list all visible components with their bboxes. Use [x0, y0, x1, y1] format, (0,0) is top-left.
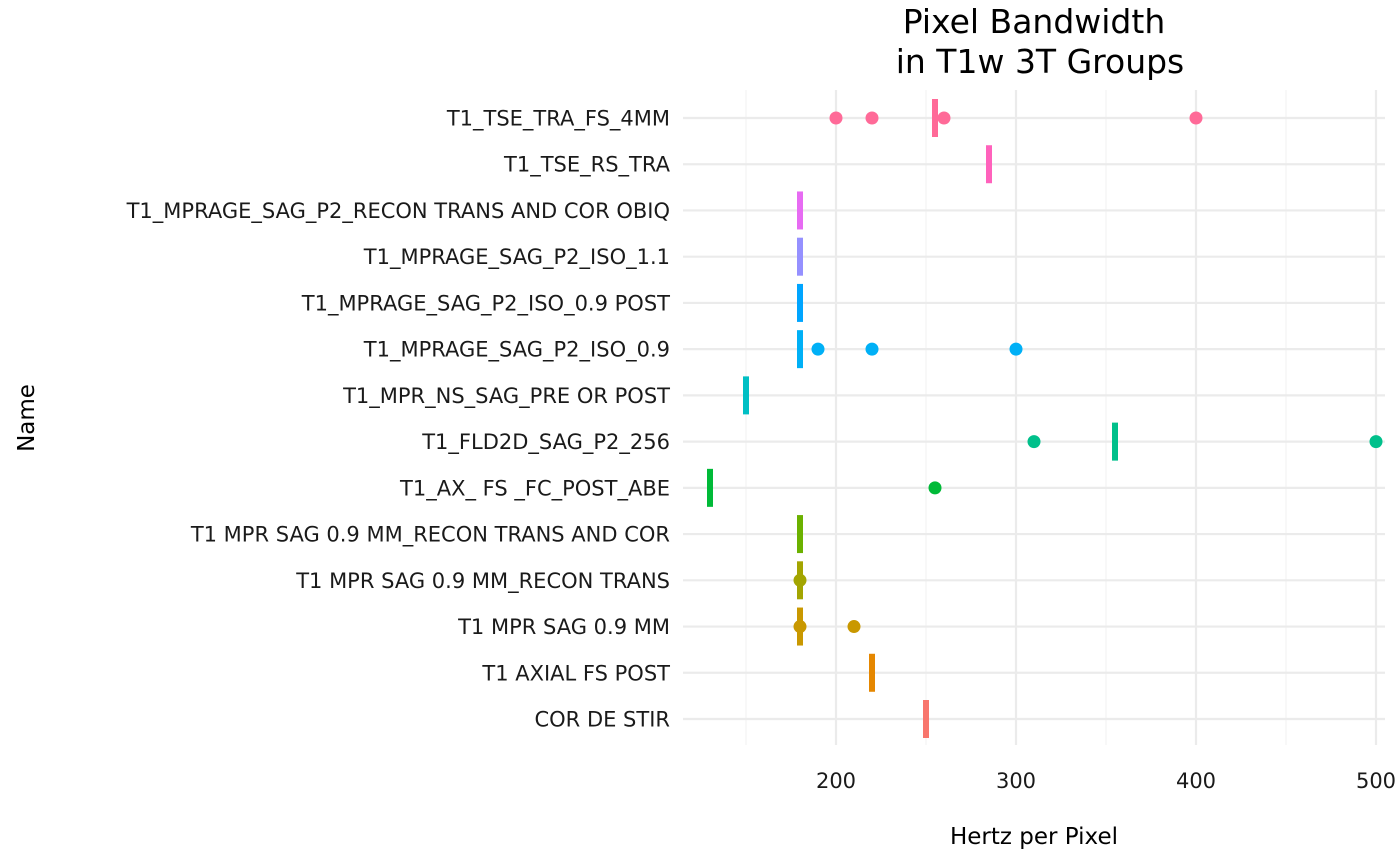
category-label: T1_MPRAGE_SAG_P2_ISO_0.9 POST [301, 291, 670, 316]
x-tick-label: 500 [1356, 769, 1396, 793]
median-tick [707, 468, 713, 507]
category-label: COR DE STIR [534, 708, 670, 732]
grid-lines [683, 90, 1385, 745]
median-tick [1112, 422, 1118, 461]
median-tick [797, 330, 803, 369]
data-point [1189, 111, 1203, 125]
x-axis-title: Hertz per Pixel [950, 824, 1118, 850]
category-label: T1_AX_ FS _FC_POST_ABE [399, 476, 670, 501]
category-label: T1_TSE_TRA_FS_4MM [446, 107, 670, 132]
x-tick-label: 300 [996, 769, 1036, 793]
median-tick [797, 283, 803, 322]
y-axis-title: Name [14, 384, 40, 452]
median-tick [932, 99, 938, 137]
x-tick-label: 200 [816, 769, 856, 793]
data-point [829, 111, 843, 125]
category-label: T1 MPR SAG 0.9 MM_RECON TRANS [295, 569, 670, 594]
data-point [865, 111, 879, 125]
median-tick [797, 191, 803, 230]
chart-title-line-1: Pixel Bandwidth [903, 2, 1166, 41]
category-label: T1_MPRAGE_SAG_P2_RECON TRANS AND COR OBI… [126, 199, 670, 224]
category-label: T1_MPRAGE_SAG_P2_ISO_0.9 [363, 338, 670, 363]
category-label: T1 MPR SAG 0.9 MM [457, 615, 670, 639]
data-point [1369, 435, 1383, 449]
data-marks [707, 99, 1383, 738]
median-tick [869, 653, 875, 692]
median-tick [986, 145, 992, 184]
median-tick [923, 700, 929, 738]
category-label: T1 MPR SAG 0.9 MM_RECON TRANS AND COR [190, 523, 670, 548]
x-tick-labels: 200 300 400 500 [816, 769, 1396, 793]
median-tick [743, 376, 749, 415]
category-label: T1_TSE_RS_TRA [503, 153, 671, 178]
data-point [793, 573, 807, 587]
category-label: T1_MPR_NS_SAG_PRE OR POST [342, 384, 670, 409]
median-tick [797, 237, 803, 276]
data-point [793, 620, 807, 634]
chart-title-line-2: in T1w 3T Groups [896, 42, 1185, 81]
category-label: T1_MPRAGE_SAG_P2_ISO_1.1 [363, 245, 670, 270]
data-point [847, 620, 861, 634]
median-tick [797, 515, 803, 554]
category-label: T1 AXIAL FS POST [481, 661, 670, 685]
data-point [1009, 342, 1023, 356]
category-label: T1_FLD2D_SAG_P2_256 [421, 430, 670, 455]
category-labels: COR DE STIR T1 AXIAL FS POST T1 MPR SAG 0.… [126, 107, 671, 732]
data-point [928, 481, 942, 495]
data-point [865, 342, 879, 356]
x-tick-label: 400 [1176, 769, 1216, 793]
data-point [811, 342, 825, 356]
data-point [1027, 435, 1041, 449]
data-point [937, 111, 951, 125]
